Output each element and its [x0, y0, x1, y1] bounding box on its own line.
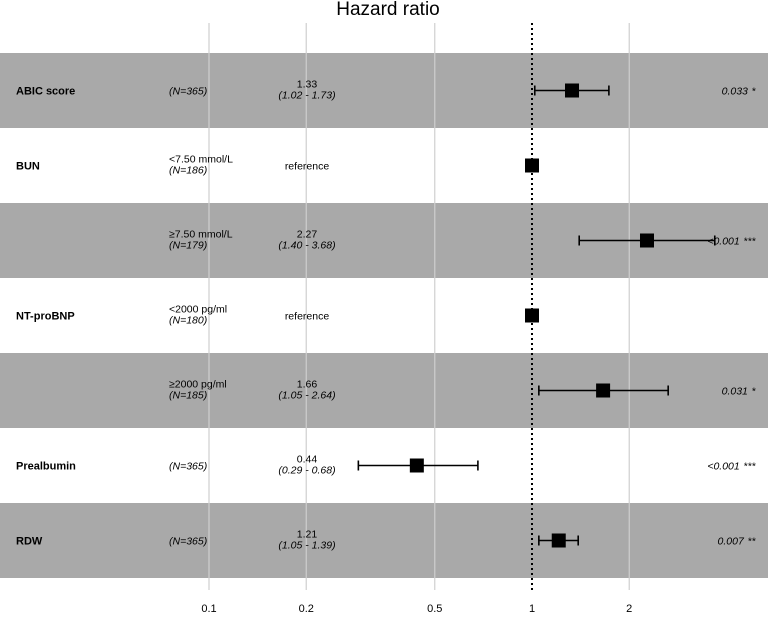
estimate-marker [409, 458, 424, 473]
n-label: (N=179) [169, 240, 207, 252]
ci-label: (1.02 - 1.73) [278, 90, 335, 102]
n-label: (N=365) [169, 461, 207, 473]
ci-label: (1.05 - 1.39) [278, 540, 335, 552]
hr-label: reference [285, 311, 330, 323]
x-tick-label: 0.5 [427, 603, 442, 615]
significance-stars: * [752, 386, 756, 398]
hr-label: 1.33 [297, 79, 318, 91]
variable-label: NT-proBNP [16, 311, 75, 323]
row-band [0, 503, 768, 578]
level-label: <7.50 mmol/L [169, 154, 233, 166]
ci-label: (0.29 - 0.68) [278, 465, 335, 477]
row-band [0, 53, 768, 128]
significance-stars: *** [744, 236, 756, 248]
p-value: 0.031 [722, 386, 748, 398]
estimate-marker [525, 308, 539, 323]
x-tick-label: 0.2 [299, 603, 314, 615]
estimate-marker [565, 83, 580, 98]
estimate-marker [596, 383, 611, 398]
n-label: (N=186) [169, 165, 207, 177]
p-value: 0.033 [722, 86, 748, 98]
x-tick-label: 0.1 [201, 603, 216, 615]
estimate-marker [551, 533, 566, 548]
hr-label: 1.21 [297, 529, 318, 541]
estimate-marker [525, 158, 539, 173]
gridlines [208, 23, 630, 590]
estimate-marks [357, 83, 716, 548]
p-value: 0.007 [718, 536, 745, 548]
estimate-marker [639, 233, 654, 248]
hr-label: 1.66 [297, 379, 318, 391]
hr-label: reference [285, 161, 330, 173]
variable-label: BUN [16, 161, 40, 173]
p-value: <0.001 [707, 236, 739, 248]
hr-label: 0.44 [297, 454, 318, 466]
row-text: ABIC score (N=365) 1.33(1.02 - 1.73) 0.033 *… [16, 79, 756, 552]
x-tick-label: 1 [529, 603, 535, 615]
n-label: (N=365) [169, 86, 207, 98]
variable-label: RDW [16, 536, 43, 548]
level-label: ≥7.50 mmol/L [169, 229, 233, 241]
ci-label: (1.40 - 3.68) [278, 240, 335, 252]
n-label: (N=180) [169, 315, 207, 327]
ci-label: (1.05 - 2.64) [278, 390, 335, 402]
significance-stars: *** [744, 461, 756, 473]
variable-label: Prealbumin [16, 461, 76, 473]
significance-stars: ** [748, 536, 756, 548]
x-tick-labels: 0.1 0.2 0.5 1 2 [201, 603, 632, 615]
row-bands [0, 53, 768, 578]
p-value: <0.001 [707, 461, 739, 473]
level-label: ≥2000 pg/ml [169, 379, 227, 391]
level-label: <2000 pg/ml [169, 304, 227, 316]
n-label: (N=365) [169, 536, 207, 548]
variable-label: ABIC score [16, 86, 75, 98]
n-label: (N=185) [169, 390, 207, 402]
hr-label: 2.27 [297, 229, 318, 241]
significance-stars: * [752, 86, 756, 98]
chart-title: Hazard ratio [336, 0, 440, 20]
p-value-label: <0.001 *** [707, 461, 756, 473]
x-tick-label: 2 [626, 603, 632, 615]
p-value-label: 0.033 * [722, 86, 756, 98]
p-value-label: 0.031 * [722, 386, 756, 398]
p-value-label: 0.007 ** [718, 536, 756, 548]
